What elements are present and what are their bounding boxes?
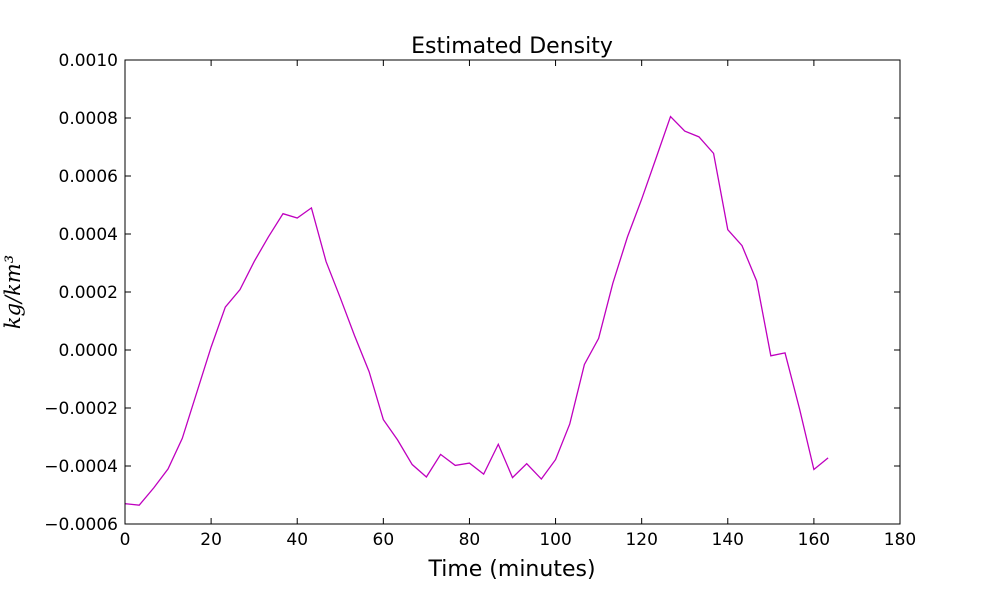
y-tick-label: 0.0004 [59, 225, 118, 245]
x-tick-label: 0 [120, 530, 131, 550]
x-tick-label: 120 [625, 530, 657, 550]
x-tick-label: 180 [884, 530, 916, 550]
x-tick-label: 40 [286, 530, 308, 550]
y-tick-label: 0.0002 [59, 283, 118, 303]
y-tick-label: −0.0004 [44, 457, 118, 477]
x-axis-label: Time (minutes) [427, 557, 595, 582]
y-tick-label: 0.0008 [59, 109, 118, 129]
y-tick-label: −0.0006 [44, 515, 118, 535]
x-tick-label: 60 [373, 530, 395, 550]
x-tick-label: 140 [712, 530, 744, 550]
x-tick-label: 100 [539, 530, 571, 550]
series-line-0 [124, 115, 829, 506]
plot-area: 0 20 40 60 80 100 120 140 160 180 −0.0006 −0.0004 −0… [44, 51, 916, 550]
x-tick-label: 20 [200, 530, 222, 550]
y-tick-label: 0.0000 [59, 341, 118, 361]
chart-title: Estimated Density [411, 34, 613, 59]
y-tick-label: 0.0010 [59, 51, 118, 71]
y-tick-label: −0.0002 [44, 399, 118, 419]
x-tick-label: 160 [798, 530, 830, 550]
y-tick-label: 0.0006 [59, 167, 118, 187]
x-tick-label: 80 [459, 530, 481, 550]
y-axis-label: kg/km³ [1, 255, 25, 329]
